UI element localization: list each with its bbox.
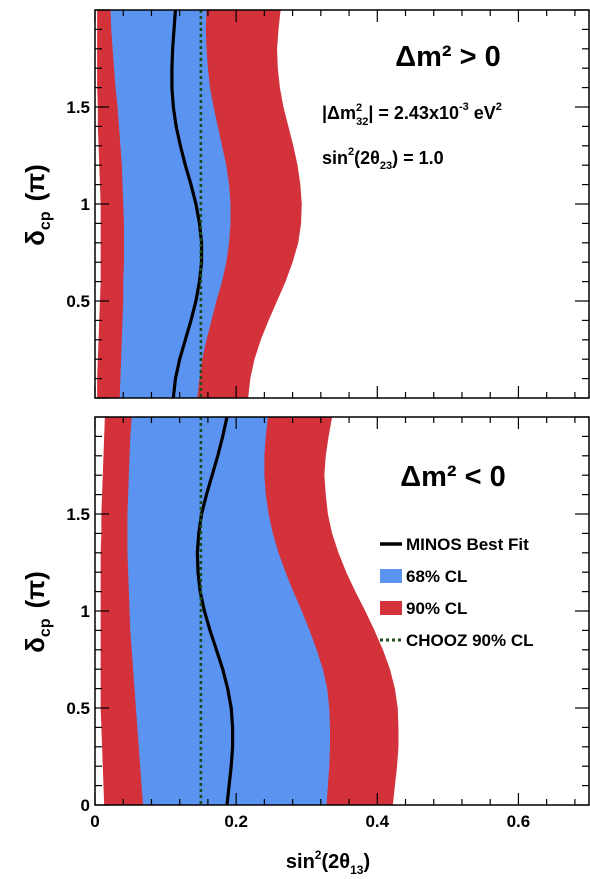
top-plot-area: [97, 10, 302, 398]
bottom-y-tick-label: 1.5: [66, 505, 90, 524]
bottom-y-tick-label: 1: [81, 602, 90, 621]
top-ticks: [94, 9, 589, 399]
top-dm32-annotation: |Δm2 32| = 2.43x10-3 eV2: [322, 101, 502, 128]
top-y-tick-labels: 0.5 1 1.5: [66, 98, 90, 311]
bottom-ticks: [94, 416, 589, 806]
top-line-minos-best-fit: [170, 10, 204, 398]
legend-label-chooz-90-cl: CHOOZ 90% CL: [406, 631, 534, 650]
x-tick-label: 0.6: [507, 812, 531, 831]
top-y-tick-label: 1: [81, 195, 90, 214]
legend: MINOS Best Fit 68% CL 90% CL CHOOZ 90% CL: [380, 535, 534, 650]
legend-swatch-90-cl: [380, 601, 402, 615]
legend-swatch-68-cl: [380, 569, 402, 583]
top-y-axis-label: δcp(π): [20, 164, 54, 246]
bottom-y-tick-labels: 0 0.5 1 1.5: [66, 505, 90, 815]
x-tick-label: 0.2: [224, 812, 248, 831]
bottom-x-tick-labels: 0 0.2 0.4 0.6: [90, 812, 530, 831]
bottom-plot-area: [100, 417, 399, 805]
x-axis-label: sin2(2θ13): [286, 848, 370, 877]
legend-label-90-cl: 90% CL: [406, 599, 467, 618]
x-tick-label: 0: [90, 812, 99, 831]
top-theta23-annotation: sin2(2θ23) = 1.0: [322, 146, 444, 172]
bottom-title: Δm² < 0: [400, 461, 505, 493]
bottom-y-axis-label: δcp(π): [20, 571, 54, 653]
bottom-y-tick-label: 0: [81, 796, 90, 815]
legend-label-68-cl: 68% CL: [406, 567, 467, 586]
bottom-panel: 0 0.5 1 1.5 0 0.2 0.4 0.6 Δm² < 0 MINOS Best F…: [20, 416, 590, 877]
bottom-y-tick-label: 0.5: [66, 699, 90, 718]
top-title: Δm² > 0: [395, 41, 500, 73]
bottom-line-minos-best-fit: [195, 417, 235, 805]
legend-label-minos-best-fit: MINOS Best Fit: [406, 535, 529, 554]
top-y-tick-label: 0.5: [66, 292, 90, 311]
bottom-band-68-cl: [127, 417, 331, 805]
top-y-tick-label: 1.5: [66, 98, 90, 117]
x-tick-label: 0.4: [365, 812, 389, 831]
top-panel: 0.511.5 Δm² > 0 |Δm2 32| = 2.43x10-3 eV2 …: [20, 9, 590, 399]
